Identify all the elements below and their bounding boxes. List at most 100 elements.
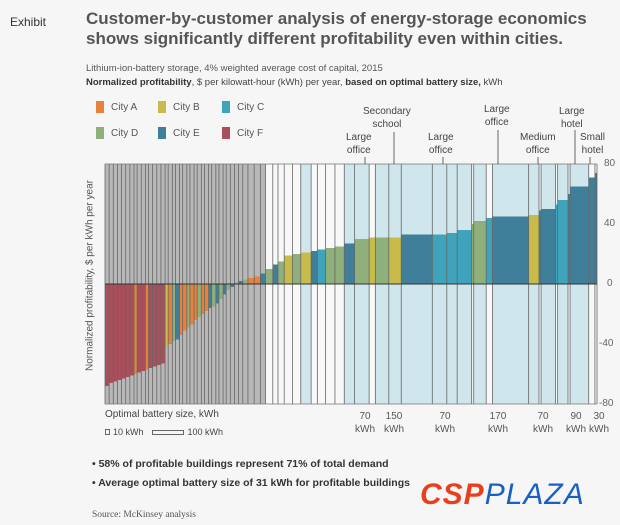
size-label-170: 170 kWh [483, 410, 513, 436]
anno-line: office [346, 145, 371, 156]
large-bar-label: 100 kWh [187, 427, 224, 437]
size-label-150: 150 kWh [379, 410, 409, 436]
legend-label: City E [173, 127, 200, 139]
legend-item-city-c: City C [222, 101, 264, 113]
bar-city-d [471, 224, 474, 284]
size-label-70-3: 70 kWh [528, 410, 558, 436]
x-axis-label: Optimal battery size, kWh [105, 409, 219, 420]
bar-city-d [375, 237, 389, 284]
legend-swatch [96, 101, 104, 113]
bar-city-d [226, 284, 231, 290]
size-value: 70 [537, 411, 549, 422]
logo-plaza: PLAZA [484, 478, 585, 511]
legend-item-city-e: City E [158, 127, 200, 139]
bar-city-f [121, 284, 126, 379]
bar-city-a [179, 284, 183, 335]
exhibit-label: Exhibit [10, 15, 47, 29]
anno-large-office-1: Large office [346, 131, 372, 157]
legend-label: City F [237, 127, 264, 139]
anno-small-hotel: Small hotel [580, 131, 605, 157]
source-note: Source: McKinsey analysis [92, 510, 196, 520]
size-value: 150 [385, 411, 403, 422]
anno-line: hotel [560, 119, 583, 130]
size-label-70-2: 70 kWh [430, 410, 460, 436]
bar-city-c [457, 230, 472, 284]
small-bar-swatch [105, 429, 110, 435]
bar-city-d [334, 246, 345, 284]
size-unit: kWh [566, 424, 586, 435]
legend-item-city-f: City F [222, 127, 263, 139]
bar-city-a [168, 284, 173, 344]
size-unit: kWh [533, 424, 553, 435]
large-bar-swatch [151, 429, 184, 435]
size-unit: kWh [488, 424, 508, 435]
bar-city-e [588, 177, 595, 284]
chart-subtitle: Lithium-ion-battery storage, 4% weighted… [86, 63, 383, 74]
bar-city-e [492, 216, 529, 284]
bar-city-e [260, 273, 266, 284]
bar-city-f [109, 284, 114, 383]
bar-city-d [325, 248, 335, 284]
bar-city-d [277, 261, 285, 284]
bar-city-e [541, 209, 556, 284]
small-bar-label: 10 kWh [113, 427, 144, 437]
size-unit: kWh [589, 424, 609, 435]
bar-city-e [538, 210, 542, 284]
legend-item-city-d: City D [96, 127, 138, 139]
bar-city-b [528, 215, 539, 284]
anno-line: Large [346, 132, 372, 143]
legend-swatch [222, 127, 230, 139]
size-unit: kWh [384, 424, 404, 435]
anno-line: Small [580, 132, 606, 143]
bar-width-legend: 10 kWh 100 kWh [105, 427, 223, 437]
bar-city-e [215, 284, 219, 304]
bar-city-e [344, 243, 355, 284]
y-tick-0: 0 [607, 278, 613, 289]
legend-label: City D [111, 127, 139, 139]
anno-line: Large [559, 106, 585, 117]
anno-line: Large [484, 104, 510, 115]
bar-city-f [105, 284, 110, 386]
bar-city-f [129, 284, 135, 376]
bar-city-c [317, 249, 326, 284]
bar-city-a [145, 284, 149, 370]
bar-city-a [194, 284, 198, 320]
bar-city-d [242, 279, 248, 284]
bar-city-b [388, 237, 402, 284]
bar-city-e [175, 284, 180, 340]
size-label-70-1: 70 kWh [350, 410, 380, 436]
bar-city-d [197, 284, 202, 317]
bar-city-e [594, 173, 597, 284]
size-unit: kWh [435, 424, 455, 435]
anno-large-office-3: Large office [484, 103, 510, 129]
bar-city-e [272, 264, 278, 284]
bar-city-e [401, 234, 433, 284]
bar-city-a [254, 276, 261, 284]
bar-city-a [247, 278, 255, 284]
y-tick-neg80: -80 [599, 398, 614, 409]
anno-large-office-2: Large office [428, 131, 454, 157]
size-unit: kWh [355, 424, 375, 435]
bar-city-f [156, 284, 161, 365]
bar-city-e [570, 186, 589, 284]
bar-city-f [141, 284, 146, 371]
legend-label: City C [237, 101, 265, 113]
anno-line: Secondary [363, 106, 411, 117]
bar-city-f [113, 284, 118, 382]
bar-city-f [125, 284, 130, 377]
bar-city-f [148, 284, 153, 368]
anno-secondary-school: Secondary school [363, 105, 411, 131]
legend-swatch [96, 127, 104, 139]
size-value: 90 [570, 411, 582, 422]
bar-city-d [292, 254, 301, 284]
bar-city-d [211, 284, 216, 307]
bar-city-a [204, 284, 209, 311]
bar-city-b [369, 237, 376, 284]
size-value: 30 [593, 411, 605, 422]
measure-text-1: , $ per kilowatt-hour (kWh) per year, [191, 77, 346, 88]
bar-city-d [234, 282, 239, 284]
legend-swatch [222, 101, 230, 113]
bar-city-c [555, 204, 558, 284]
bar-city-d [218, 284, 224, 299]
